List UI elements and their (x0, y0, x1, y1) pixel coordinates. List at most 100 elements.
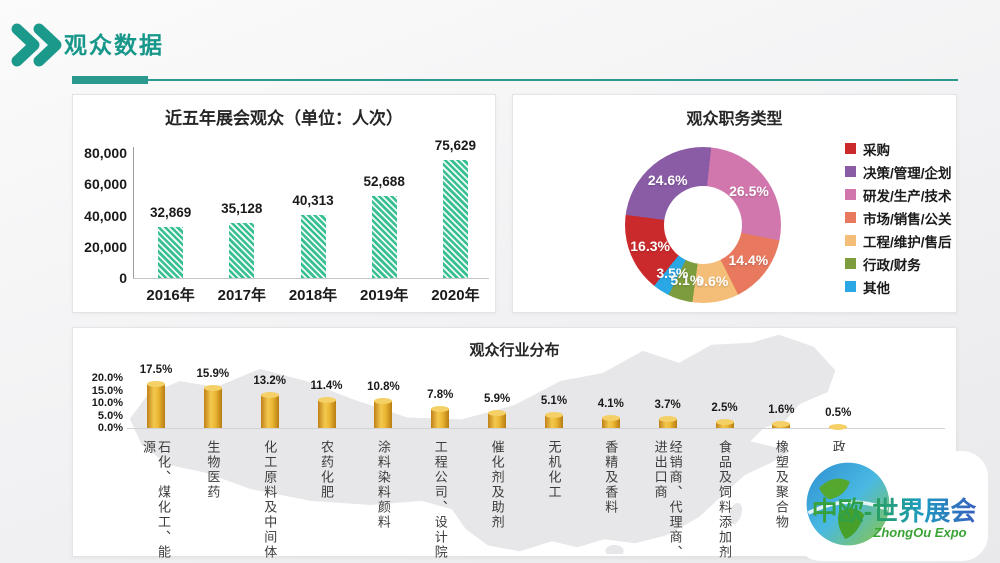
x-axis-line (133, 278, 489, 279)
industry-chart-plot: 20.0% 15.0% 10.0% 5.0% 0.0% 17.5% 石化、煤化工、能源 15.… (73, 328, 956, 560)
legend-swatch-icon (845, 189, 856, 200)
category-label: 食品及饲料添加剂 (687, 440, 763, 563)
bar (317, 396, 336, 428)
legend-item: 研发/生产/技术 (845, 187, 952, 204)
donut-segment-label: 5.1% (670, 271, 703, 288)
bar (601, 414, 620, 428)
category-label: 石化、煤化工、能源 (118, 440, 194, 563)
jobs-chart-plot: 16.3% 24.6% 26.5% 14.4% 9.6% 5.1% 3.5% (513, 95, 956, 312)
logo-subtitle: ZhongOu Expo (873, 525, 967, 540)
legend-label: 市场/销售/公关 (863, 211, 952, 227)
category-label-text: 化工原料及中间体 (262, 440, 278, 560)
donut-segment-label: 9.6% (696, 273, 729, 290)
bar (658, 415, 677, 428)
x-axis-line (127, 428, 945, 429)
bar-value-label: 13.2% (253, 375, 286, 387)
donut-segment-label: 16.3% (630, 238, 670, 255)
bar (260, 392, 279, 428)
bar-value-label: 32,869 (149, 204, 192, 220)
legend-swatch-icon (845, 235, 856, 246)
y-tick-label: 40,000 (84, 207, 127, 224)
page-title: 观众数据 (64, 32, 164, 58)
category-label: 2019年 (360, 287, 409, 304)
category-label: 农药化肥 (289, 440, 365, 563)
bar (300, 215, 326, 278)
bar (431, 405, 450, 428)
y-tick-label: 20,000 (84, 238, 127, 255)
legend-label: 行政/财务 (863, 257, 921, 273)
bar (374, 398, 393, 428)
bar-value-label: 17.5% (139, 364, 173, 377)
bar-value-label: 2.5% (711, 401, 738, 414)
donut-segment-label: 26.5% (729, 183, 769, 200)
header: 观众数据 (0, 0, 1000, 90)
category-label-text: 工程公司、设计院 (432, 440, 448, 560)
legend-swatch-icon (845, 212, 856, 223)
y-tick-label: 20.0% (91, 372, 123, 384)
legend-label: 采购 (863, 142, 890, 158)
category-label: 催化剂及助剂 (459, 440, 535, 563)
legend-swatch-icon (845, 258, 856, 269)
expo-logo: 中欧-世界展会 ZhongOu Expo (795, 451, 988, 561)
bar (442, 159, 468, 278)
category-label-text: 香精及香料 (603, 440, 619, 515)
jobs-chart-title: 观众职务类型 (686, 111, 783, 128)
category-label-text: 食品及饲料添加剂 (717, 440, 732, 560)
legend-item: 市场/销售/公关 (845, 210, 952, 227)
legend-item: 采购 (845, 141, 952, 158)
bar-value-label: 1.6% (768, 404, 795, 416)
y-tick-label: 0.0% (97, 422, 123, 434)
category-label: 化工原料及中间体 (232, 440, 308, 563)
y-tick-label: 0 (119, 270, 127, 286)
bar-value-label: 7.8% (427, 388, 454, 401)
bar-value-label: 15.9% (196, 368, 230, 381)
category-label: 橡塑及聚合物 (743, 440, 819, 563)
legend-swatch-icon (845, 281, 856, 292)
bar (203, 385, 222, 428)
donut-segment-label: 3.5% (656, 265, 689, 282)
legend-label: 其他 (863, 280, 890, 296)
bar (715, 418, 734, 428)
category-label-text: 经销商、代理商、进出口商 (652, 440, 683, 560)
logo-name: 中欧-世界展会 (803, 491, 985, 528)
title-underline (72, 79, 958, 81)
bar-value-label: 40,313 (292, 193, 334, 208)
bar (772, 421, 791, 428)
bar (544, 412, 563, 428)
category-label: 香精及香料 (573, 440, 649, 563)
y-tick-label: 15.0% (91, 384, 123, 397)
bar-value-label: 5.1% (540, 395, 568, 408)
category-label-text: 生物医药 (205, 440, 221, 500)
bar-value-label: 4.1% (597, 397, 624, 410)
china-map-silhouette (128, 333, 837, 554)
donut-segment-label: 24.6% (647, 172, 688, 189)
bar-value-label: 75,629 (434, 137, 477, 153)
jobs-chart-legend: 采购 决策/管理/企划 研发/生产/技术 市场/销售/公关 工程/维护/售后 行政/财务其… (845, 141, 952, 302)
y-tick-label: 80,000 (84, 145, 127, 161)
visitors-chart-panel: 近五年展会观众（单位：人次） 80,000 60,000 40,000 20,000 0… (72, 94, 496, 313)
y-tick-label: 10.0% (91, 397, 123, 409)
bar (829, 423, 848, 431)
double-chevron-icon (11, 23, 62, 67)
globe-icon (806, 462, 890, 546)
bar-value-label: 10.8% (367, 381, 400, 393)
category-label-text: 涂料染料颜料 (375, 440, 391, 530)
category-label: 生物医药 (175, 440, 251, 563)
donut-segment-label: 14.4% (728, 251, 769, 268)
category-label: 工程公司、设计院 (402, 440, 478, 563)
bar (229, 223, 255, 278)
visitors-chart-title: 近五年展会观众（单位：人次） (165, 109, 403, 128)
category-label: 经销商、代理商、进出口商 (630, 440, 706, 563)
bar (371, 195, 397, 278)
jobs-chart-panel: 观众职务类型 16.3% 24.6% 26.5% 14.4% 9.6% 5.1% 3.5% … (512, 94, 957, 313)
category-label-text: 农药化肥 (319, 440, 335, 500)
legend-swatch-icon (845, 143, 856, 154)
industry-chart-panel: 观众行业分布 20.0% 15.0% 10.0% 5.0% 0.0% 17.5% 石化、煤化… (72, 327, 957, 560)
category-label: 无机化工 (516, 440, 592, 563)
industry-chart-title: 观众行业分布 (469, 342, 560, 359)
category-label-text: 橡塑及聚合物 (773, 440, 789, 530)
y-tick-label: 5.0% (97, 409, 123, 422)
category-label: 2020年 (431, 287, 480, 304)
legend-item: 工程/维护/售后 (845, 233, 952, 250)
legend-item: 其他 (845, 279, 952, 296)
